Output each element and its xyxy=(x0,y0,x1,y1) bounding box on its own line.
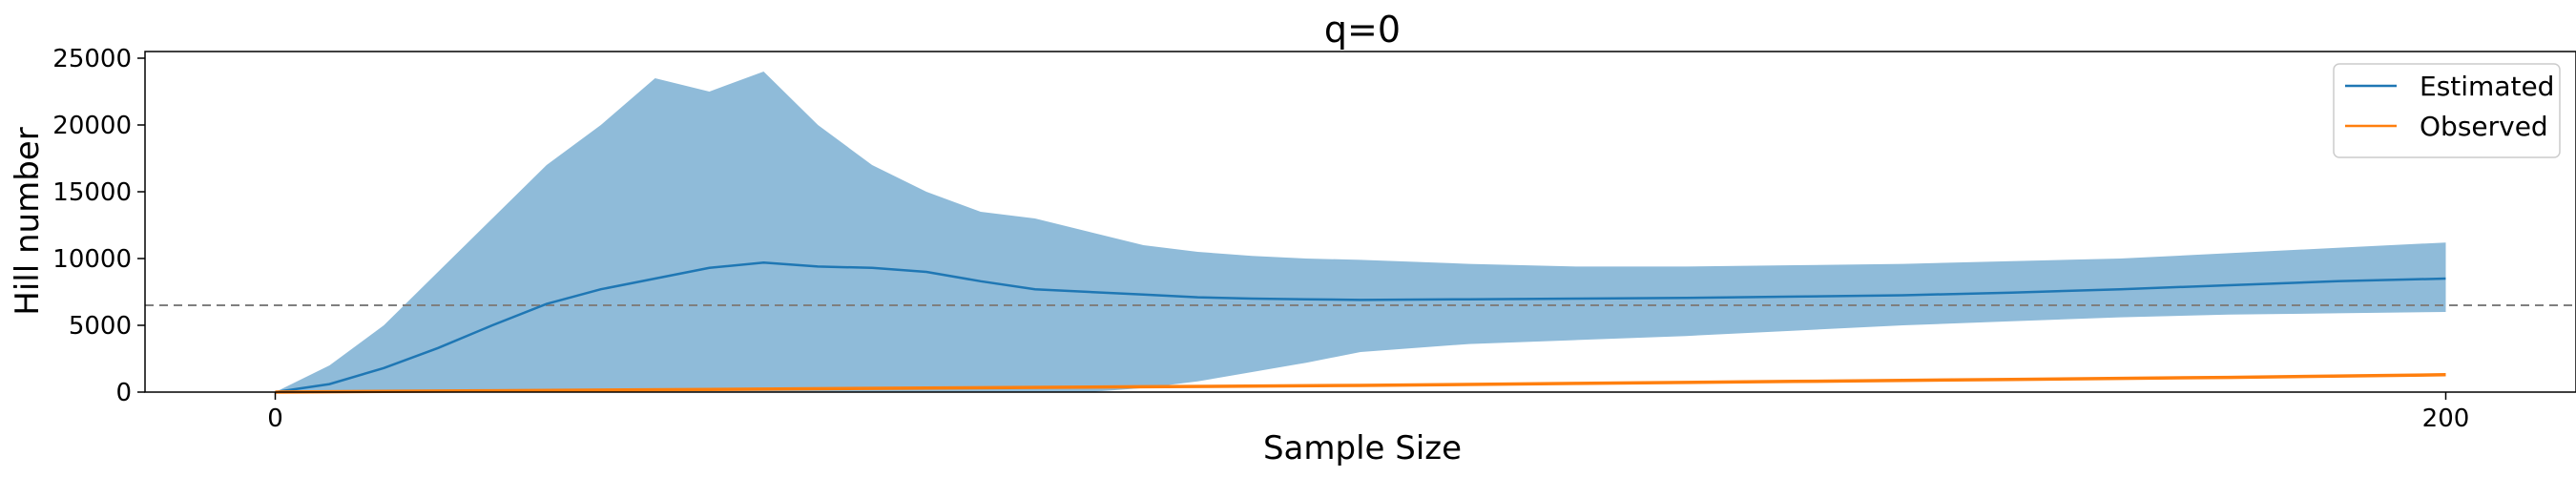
axes xyxy=(144,51,2576,393)
x-tick-label: 200 xyxy=(2422,404,2470,433)
y-tick-label: 20000 xyxy=(52,112,132,140)
legend-label-estimated: Estimated xyxy=(2420,71,2554,102)
y-tick-label: 25000 xyxy=(52,45,132,73)
plot-area xyxy=(145,72,2576,394)
x-tick-label: 0 xyxy=(267,404,283,433)
y-tick-label: 0 xyxy=(115,379,132,407)
legend-label-observed: Observed xyxy=(2420,111,2548,142)
y-tick-label: 5000 xyxy=(69,312,132,341)
legend-box xyxy=(2333,63,2561,158)
y-axis-label: Hill number xyxy=(9,127,47,315)
chart-title: q=0 xyxy=(1324,9,1401,51)
series-line-estimated xyxy=(275,260,2446,394)
x-axis-label: Sample Size xyxy=(1263,429,1462,467)
y-tick-label: 10000 xyxy=(52,245,132,274)
series-line-observed xyxy=(275,373,2446,394)
confidence-band xyxy=(275,72,2446,392)
plot-frame xyxy=(144,51,2576,393)
y-axis-ticks: 0 5000 10000 15000 20000 25000 xyxy=(52,45,145,407)
legend[interactable]: Estimated Observed xyxy=(2333,63,2561,158)
y-tick-label: 15000 xyxy=(52,178,132,207)
x-axis-ticks: 0 200 xyxy=(267,392,2469,433)
